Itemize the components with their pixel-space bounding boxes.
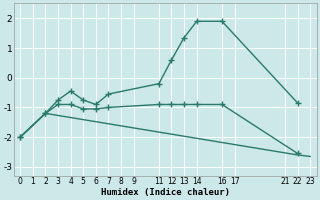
X-axis label: Humidex (Indice chaleur): Humidex (Indice chaleur) xyxy=(101,188,230,197)
